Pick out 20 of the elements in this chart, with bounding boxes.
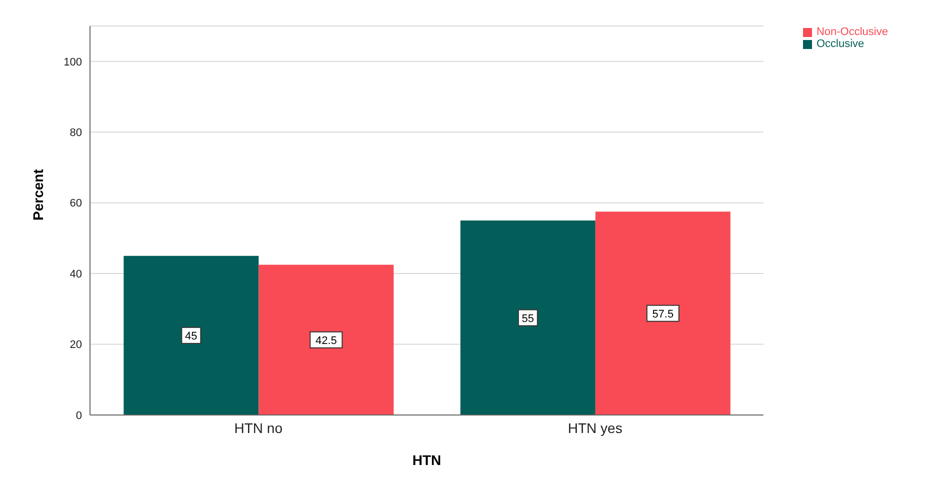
x-axis-title: HTN <box>412 452 442 468</box>
y-axis-title: Percent <box>30 168 46 220</box>
bar <box>124 256 259 415</box>
bar <box>595 212 730 415</box>
bar <box>460 220 596 415</box>
data-label: 57.5 <box>652 308 674 320</box>
y-tick-label: 60 <box>70 198 82 210</box>
data-label: 42.5 <box>315 334 337 347</box>
legend-label: Non-Occlusive <box>816 26 888 38</box>
y-tick-label: 0 <box>76 410 82 422</box>
x-tick-label: HTN yes <box>568 420 622 436</box>
bar <box>258 264 394 415</box>
data-label: 55 <box>522 312 534 325</box>
y-tick-label: 80 <box>70 126 82 139</box>
x-tick-label: HTN no <box>234 420 283 436</box>
y-tick-label: 20 <box>70 339 82 352</box>
data-label: 45 <box>185 330 198 342</box>
y-tick-label: 40 <box>70 268 82 280</box>
y-tick-label: 100 <box>64 56 82 68</box>
legend-label: Occlusive <box>816 38 864 50</box>
